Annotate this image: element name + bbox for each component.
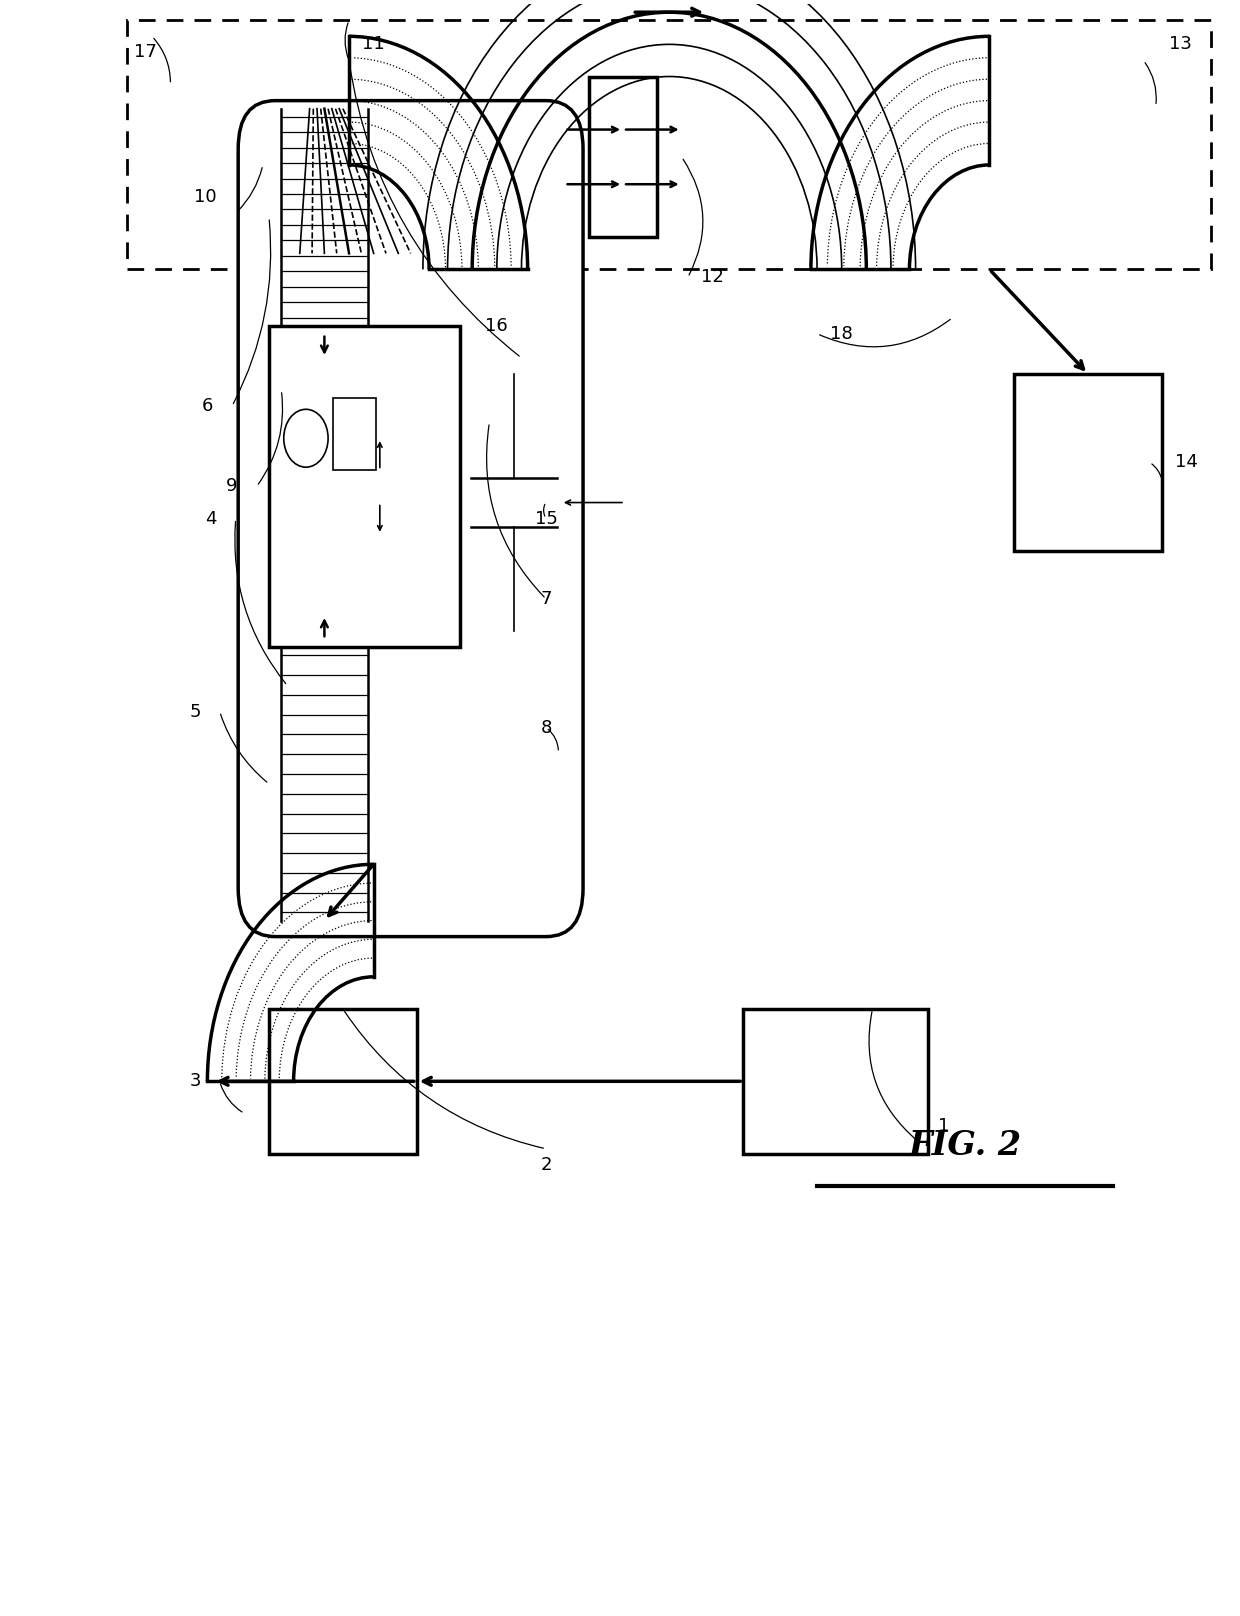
Text: 7: 7	[541, 590, 552, 608]
Text: 6: 6	[202, 398, 213, 415]
Text: 10: 10	[193, 187, 216, 207]
Text: 11: 11	[362, 36, 386, 53]
Text: 15: 15	[534, 509, 558, 527]
Text: 5: 5	[190, 703, 201, 721]
Text: FIG. 2: FIG. 2	[909, 1130, 1022, 1162]
Text: 12: 12	[701, 268, 724, 286]
Text: 4: 4	[206, 509, 217, 527]
Text: 14: 14	[1176, 454, 1198, 472]
Text: 3: 3	[190, 1073, 201, 1091]
Text: 13: 13	[1169, 36, 1192, 53]
Text: 18: 18	[831, 325, 853, 343]
FancyBboxPatch shape	[238, 100, 583, 937]
Bar	[1014, 373, 1162, 551]
Text: 17: 17	[134, 44, 157, 61]
Bar	[589, 76, 657, 238]
Bar	[269, 326, 460, 648]
Bar	[743, 1008, 928, 1154]
Text: 9: 9	[226, 477, 238, 496]
Bar	[128, 21, 1211, 270]
Bar	[334, 398, 376, 470]
Bar	[269, 1008, 417, 1154]
Text: 1: 1	[939, 1117, 950, 1136]
Text: 8: 8	[541, 719, 552, 737]
Text: 2: 2	[541, 1155, 552, 1173]
Text: 16: 16	[485, 317, 508, 335]
